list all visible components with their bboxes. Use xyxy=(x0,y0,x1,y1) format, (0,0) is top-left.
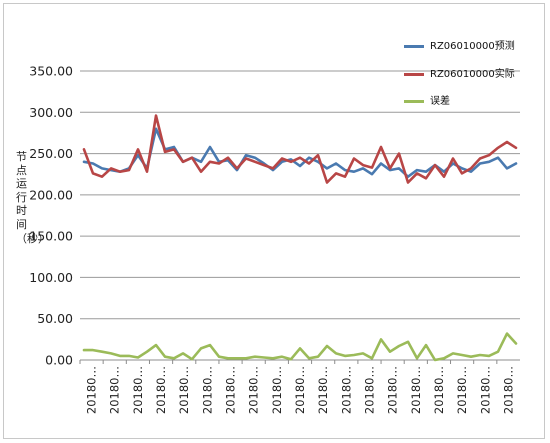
x-tick-label: 20180… xyxy=(200,366,214,414)
x-tick-label: 20180… xyxy=(432,366,446,414)
y-tick-label: 50.00 xyxy=(37,311,73,326)
y-tick-label: 350.00 xyxy=(29,64,73,79)
legend-item-predicted: RZ06010000预测 xyxy=(404,40,524,53)
legend-item-error: 误差 xyxy=(404,95,524,108)
y-tick-label: 0.00 xyxy=(45,353,73,368)
x-tick-label: 20180… xyxy=(154,366,168,414)
x-tick-label: 20180… xyxy=(177,366,191,414)
y-tick-label: 250.00 xyxy=(29,146,73,161)
y-tick-label: 300.00 xyxy=(29,105,73,120)
x-tick-label: 20180… xyxy=(501,366,515,414)
legend-label-predicted: RZ06010000预测 xyxy=(430,41,515,52)
y-tick-label: 100.00 xyxy=(29,270,73,285)
x-tick-label: 20180… xyxy=(131,366,145,414)
x-tick-label: 20180… xyxy=(247,366,261,414)
gridlines xyxy=(80,70,520,361)
series-line-predicted xyxy=(82,127,518,178)
x-tick-label: 20180… xyxy=(293,366,307,414)
x-tick-label: 20180… xyxy=(339,366,353,414)
chart-frame xyxy=(3,3,545,439)
x-tick-label: 20180… xyxy=(386,366,400,414)
legend-swatch-predicted xyxy=(404,45,424,48)
y-tick-labels: 0.00 50.00 100.00 150.00 200.00 250.00 300.00 3… xyxy=(29,64,73,368)
legend-label-actual: RZ06010000实际 xyxy=(430,69,515,80)
x-tick-label: 20180… xyxy=(455,366,469,414)
x-tick-label: 20180… xyxy=(362,366,376,414)
series-line-actual xyxy=(82,114,518,184)
series-lines xyxy=(82,114,518,362)
legend-label-error: 误差 xyxy=(430,96,450,107)
y-axis-label: 节点运行时间（秒） xyxy=(16,150,49,245)
series-line-error xyxy=(82,332,518,362)
x-tick-label: 20180… xyxy=(108,366,122,414)
x-tick-labels: 20180… 20180… 20180… 20180… 20180… 20180… 2018… xyxy=(79,360,515,414)
x-tick-label: 20180… xyxy=(316,366,330,414)
x-tick-label: 20180… xyxy=(270,366,284,414)
y-tick-label: 150.00 xyxy=(29,229,73,244)
x-tick-label: 20180… xyxy=(224,366,238,414)
y-tick-label: 200.00 xyxy=(29,187,73,202)
legend-swatch-error xyxy=(404,100,424,103)
legend-item-actual: RZ06010000实际 xyxy=(404,68,524,81)
legend-swatch-actual xyxy=(404,73,424,76)
x-tick-label: 20180… xyxy=(478,366,492,414)
x-tick-label: 20180… xyxy=(85,366,99,414)
x-tick-label: 20180… xyxy=(409,366,423,414)
